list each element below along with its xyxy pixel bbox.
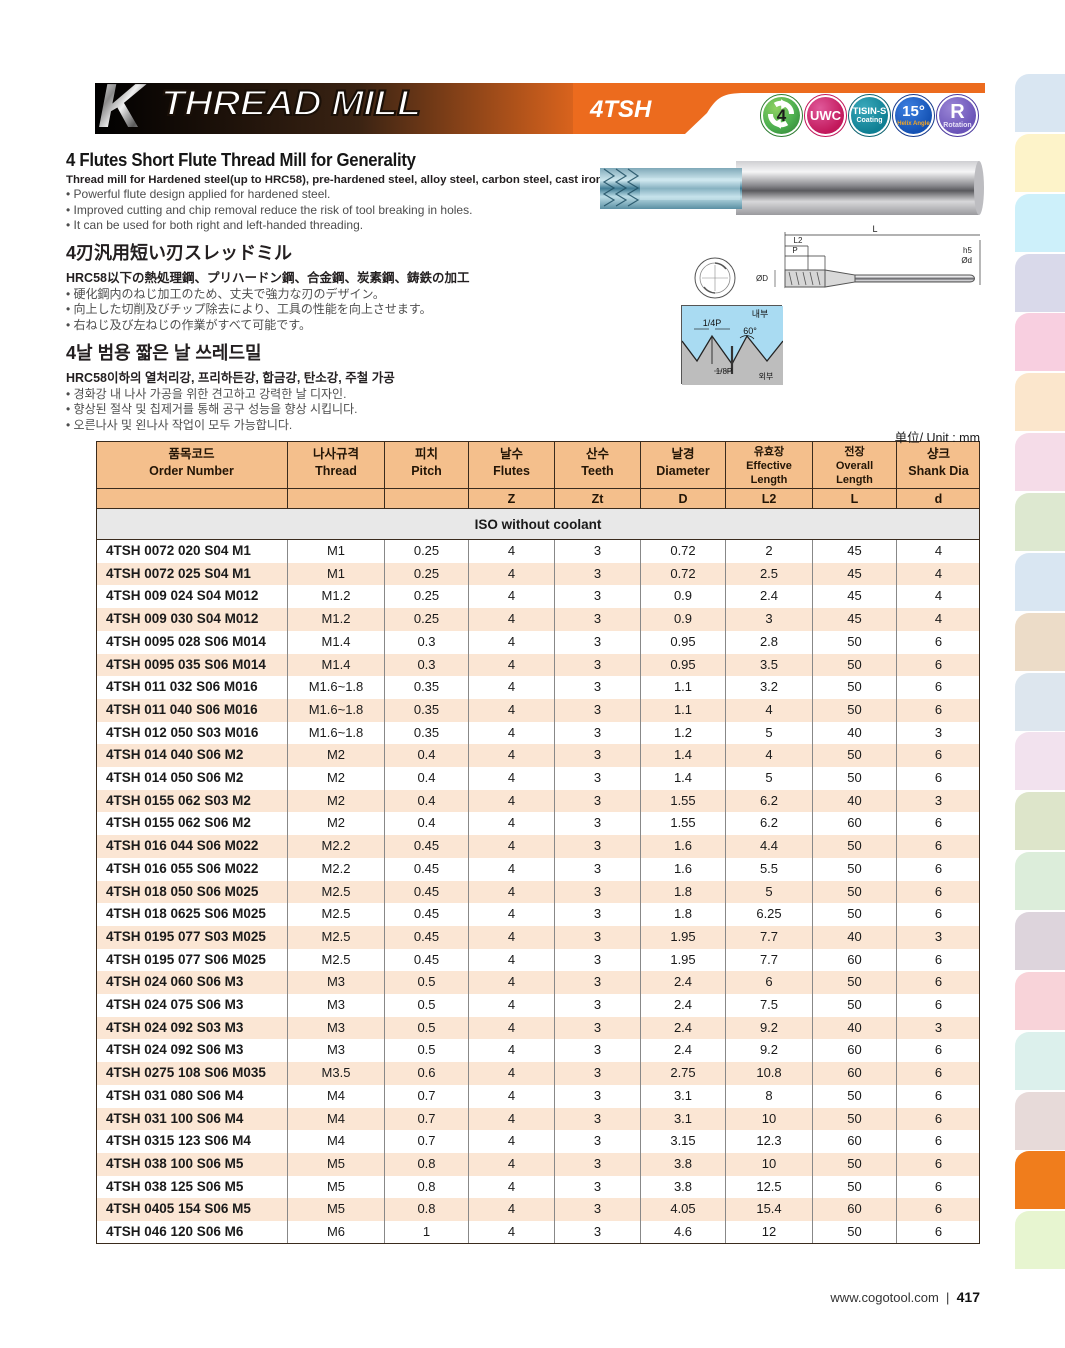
svg-text:외부: 외부 — [759, 371, 774, 381]
svg-text:1/4P: 1/4P — [703, 318, 722, 328]
svg-text:ØD: ØD — [756, 274, 768, 283]
svg-text:1/8P: 1/8P — [716, 367, 732, 376]
svg-text:K: K — [98, 81, 147, 136]
svg-text:Ød: Ød — [961, 256, 972, 265]
svg-text:60°: 60° — [743, 326, 757, 336]
svg-text:h5: h5 — [963, 246, 972, 255]
svg-text:P: P — [792, 246, 797, 255]
svg-text:L2: L2 — [794, 236, 803, 245]
svg-text:내부: 내부 — [752, 309, 769, 319]
svg-text:L: L — [872, 224, 877, 234]
